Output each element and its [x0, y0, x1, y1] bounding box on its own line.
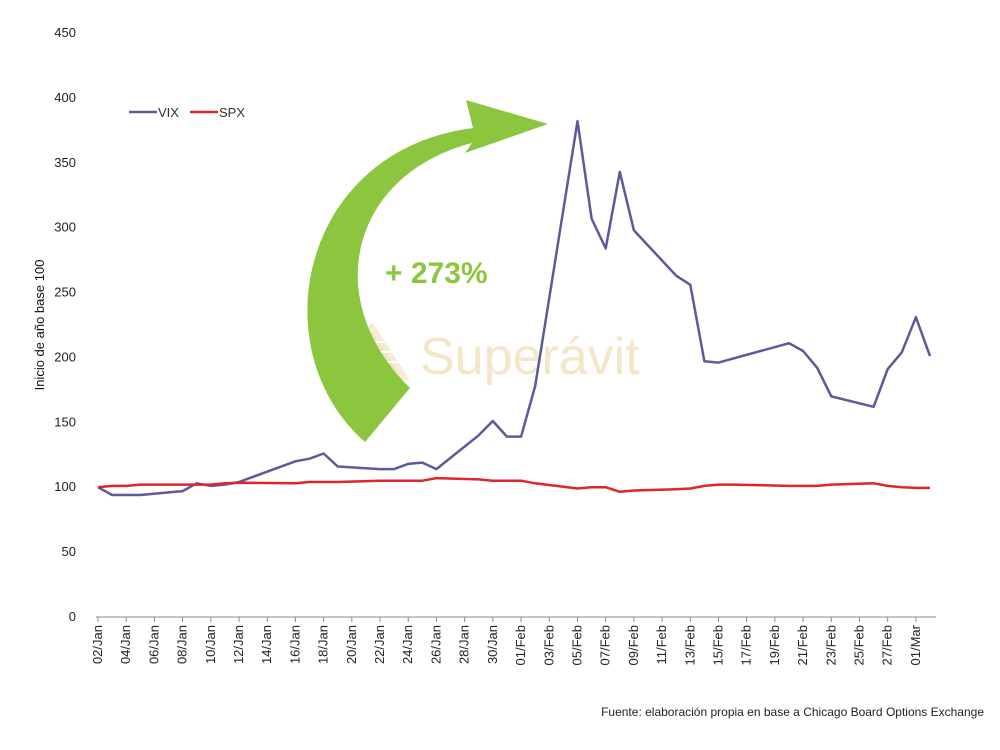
x-tick-label: 21/Feb — [795, 625, 810, 665]
x-tick-label: 15/Feb — [710, 625, 725, 665]
x-tick-label: 26/Jan — [428, 625, 443, 664]
x-tick-label: 28/Jan — [457, 625, 472, 664]
x-tick-label: 10/Jan — [203, 625, 218, 664]
x-tick-label: 06/Jan — [146, 625, 161, 664]
x-tick-label: 19/Feb — [767, 625, 782, 665]
x-tick-label: 12/Jan — [231, 625, 246, 664]
x-tick-label: 05/Feb — [569, 625, 584, 665]
y-tick-label: 300 — [54, 220, 76, 235]
x-tick-label: 23/Feb — [823, 625, 838, 665]
y-tick-label: 350 — [54, 155, 76, 170]
growth-annotation: + 273% — [385, 257, 488, 290]
y-tick-label: 150 — [54, 414, 76, 429]
x-tick-label: 07/Feb — [598, 625, 613, 665]
x-tick-label: 01/Feb — [513, 625, 528, 665]
series-line-spx — [97, 476, 930, 494]
y-tick-label: 100 — [54, 479, 76, 494]
x-tick-label: 08/Jan — [175, 625, 190, 664]
x-tick-label: 18/Jan — [316, 625, 331, 664]
x-tick-label: 30/Jan — [485, 625, 500, 664]
y-tick-label: 50 — [62, 544, 76, 559]
y-tick-label: 0 — [69, 609, 76, 624]
x-tick-label: 09/Feb — [626, 625, 641, 665]
series-line-vix — [97, 119, 932, 497]
x-tick-label: 01/Mar — [908, 624, 923, 665]
x-tick-label: 16/Jan — [287, 625, 302, 664]
x-tick-label: 24/Jan — [400, 625, 415, 664]
x-tick-label: 04/Jan — [118, 625, 133, 664]
x-tick-label: 02/Jan — [90, 625, 105, 664]
x-tick-label: 25/Feb — [851, 625, 866, 665]
series-layer — [97, 119, 932, 497]
watermark-text: Superávit — [420, 328, 640, 386]
x-tick-label: 13/Feb — [682, 625, 697, 665]
x-tick-label: 22/Jan — [372, 625, 387, 664]
y-tick-label: 450 — [54, 25, 76, 40]
legend-label-spx: SPX — [219, 105, 245, 120]
x-tick-label: 20/Jan — [344, 625, 359, 664]
x-axis: 02/Jan 04/Jan 06/Jan 08/Jan 10/Jan 12/Jan 14/J… — [90, 617, 923, 665]
y-tick-label: 400 — [54, 90, 76, 105]
x-tick-label: 17/Feb — [739, 625, 754, 665]
y-axis: 0 50 100 150 200 250 300 350 400 450 — [54, 25, 76, 624]
y-tick-label: 200 — [54, 349, 76, 364]
growth-arrow — [307, 100, 548, 442]
source-note: Fuente: elaboración propia en base a Chi… — [601, 705, 984, 719]
x-tick-label: 03/Feb — [541, 625, 556, 665]
x-tick-label: 14/Jan — [259, 625, 274, 664]
y-tick-label: 250 — [54, 285, 76, 300]
legend: VIX SPX — [129, 105, 245, 120]
legend-label-vix: VIX — [158, 105, 179, 120]
x-tick-label: 27/Feb — [880, 625, 895, 665]
x-tick-label: 11/Feb — [654, 625, 669, 665]
y-axis-label: Inicio de año base 100 — [32, 260, 47, 391]
